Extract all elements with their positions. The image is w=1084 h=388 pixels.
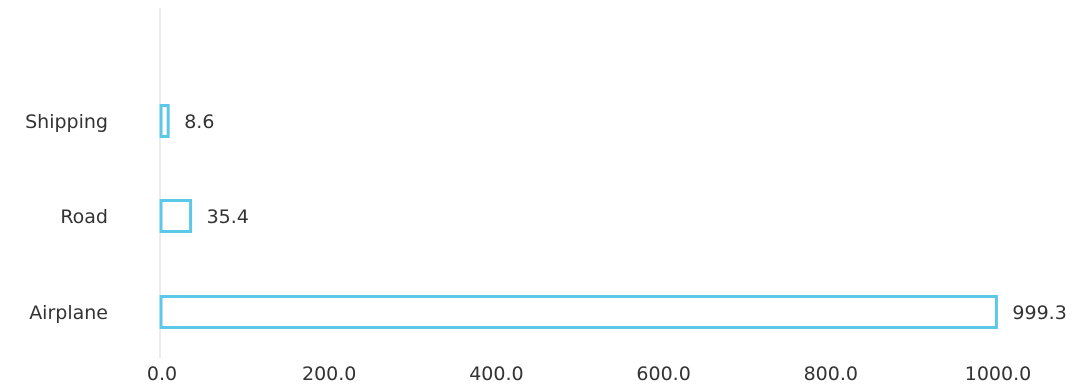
value-label-shipping: 8.6 <box>184 111 214 133</box>
x-tick-3: 600.0 <box>636 363 690 385</box>
value-labels: 8.6 35.4 999.3 <box>184 111 1067 324</box>
category-label-shipping: Shipping <box>25 111 108 133</box>
x-tick-5: 1000.0 <box>965 363 1031 385</box>
value-label-road: 35.4 <box>207 206 249 228</box>
bar-airplane <box>159 295 998 329</box>
bar-road <box>159 199 193 233</box>
category-label-airplane: Airplane <box>29 302 108 324</box>
category-labels: Shipping Road Airplane <box>25 111 108 324</box>
bar-shipping <box>159 104 170 138</box>
value-label-airplane: 999.3 <box>1012 302 1066 324</box>
category-label-road: Road <box>60 206 108 228</box>
bars-group <box>159 104 998 329</box>
x-tick-1: 200.0 <box>302 363 356 385</box>
x-tick-0: 0.0 <box>147 363 177 385</box>
x-tick-2: 400.0 <box>469 363 523 385</box>
x-tick-labels: 0.0 200.0 400.0 600.0 800.0 1000.0 <box>147 363 1031 385</box>
x-tick-4: 800.0 <box>804 363 858 385</box>
